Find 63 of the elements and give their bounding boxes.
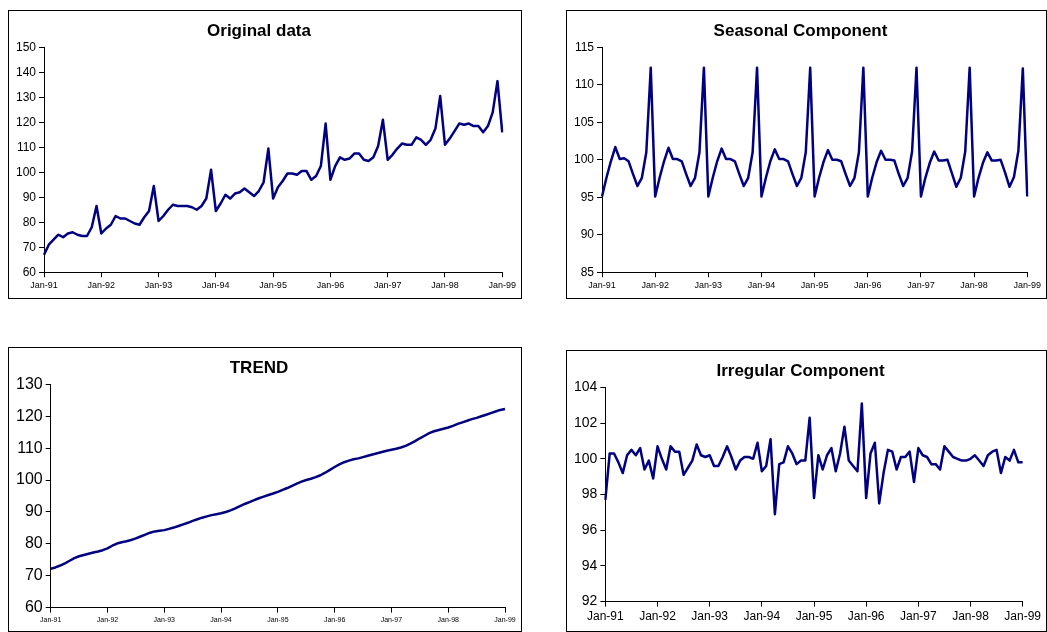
y-tick-label: 60 [22, 264, 37, 279]
x-tick-label: Jan-93 [691, 609, 729, 624]
y-tick-label: 70 [22, 239, 37, 254]
x-tick-label: Jan-97 [373, 280, 402, 291]
x-tick-label: Jan-97 [899, 609, 937, 624]
y-tick-label: 98 [581, 485, 598, 502]
y-tick-label: 110 [16, 139, 37, 154]
y-tick-label: 100 [574, 449, 598, 466]
x-tick-label: Jan-95 [259, 280, 287, 291]
y-tick-label: 104 [574, 378, 598, 395]
x-tick-label: Jan-98 [960, 280, 988, 291]
x-tick-label: Jan-94 [202, 280, 230, 291]
y-tick-label: 120 [15, 114, 37, 129]
y-tick-label: 96 [581, 521, 598, 538]
y-tick-label: 150 [15, 39, 37, 54]
x-tick-label: Jan-98 [431, 280, 459, 291]
y-tick-label: 130 [15, 374, 43, 392]
x-tick-label: Jan-92 [639, 609, 677, 624]
x-tick-label: Jan-96 [316, 280, 345, 291]
y-tick-label: 90 [22, 189, 37, 204]
y-tick-label: 95 [580, 189, 595, 204]
chart-title: Seasonal Component [713, 20, 888, 40]
y-tick-label: 85 [580, 264, 595, 279]
y-tick-label: 110 [574, 77, 595, 92]
x-tick-label: Jan-93 [144, 280, 173, 291]
x-tick-label: Jan-91 [587, 609, 625, 624]
x-tick-label: Jan-99 [1013, 280, 1042, 291]
y-tick-label: 100 [573, 152, 595, 167]
y-tick-label: 120 [15, 406, 43, 424]
x-tick-label: Jan-96 [854, 280, 882, 291]
y-tick-label: 102 [574, 413, 598, 430]
y-tick-label: 140 [15, 64, 37, 79]
x-tick-label: Jan-94 [747, 280, 776, 291]
x-tick-label: Jan-94 [743, 609, 781, 624]
y-tick-label: 92 [581, 592, 598, 609]
y-tick-label: 90 [24, 502, 43, 520]
x-tick-label: Jan-95 [795, 609, 833, 624]
x-tick-label: Jan-92 [87, 280, 116, 291]
y-tick-label: 70 [24, 566, 43, 584]
x-tick-label: Jan-99 [488, 280, 517, 291]
x-tick-label: Jan-92 [641, 280, 669, 291]
y-tick-label: 80 [24, 534, 43, 552]
x-tick-label: Jan-98 [952, 609, 990, 624]
y-tick-label: 100 [15, 164, 37, 179]
x-tick-label: Jan-99 [1004, 609, 1042, 624]
y-tick-label: 90 [580, 227, 595, 242]
x-tick-label: Jan-91 [30, 280, 58, 291]
chart-title: Irregular Component [716, 360, 885, 380]
x-tick-label: Jan-91 [588, 280, 616, 291]
x-tick-label: Jan-93 [694, 280, 723, 291]
y-tick-label: 100 [15, 470, 43, 488]
y-tick-label: 80 [22, 214, 37, 229]
y-tick-label: 110 [17, 438, 43, 456]
y-tick-label: 94 [581, 556, 598, 573]
x-tick-label: Jan-95 [800, 280, 829, 291]
y-tick-label: 60 [24, 598, 43, 616]
chart-title: TREND [229, 357, 289, 377]
y-tick-label: 105 [573, 114, 595, 129]
chart-title: Original data [207, 20, 312, 40]
y-tick-label: 130 [15, 89, 37, 104]
y-tick-label: 115 [574, 39, 595, 54]
x-tick-label: Jan-97 [907, 280, 935, 291]
x-tick-label: Jan-96 [847, 609, 885, 624]
